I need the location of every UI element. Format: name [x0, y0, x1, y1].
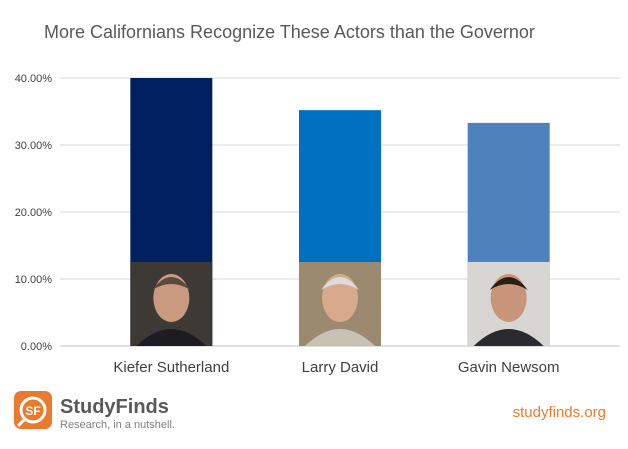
y-axis: 0.00% 10.00% 20.00% 30.00% 40.00% [15, 73, 53, 353]
x-axis: Kiefer Sutherland Larry David Gavin Newsom [113, 359, 559, 376]
portrait-photo [130, 262, 213, 346]
portrait-photo [467, 262, 550, 346]
logo-letters: SF [25, 404, 40, 418]
x-tick-label: Gavin Newsom [458, 359, 560, 376]
brand-name: StudyFinds [60, 396, 169, 418]
brand-tagline: Research, in a nutshell. [60, 419, 175, 431]
studyfinds-logo: SF StudyFinds Research, in a nutshell. [14, 391, 175, 431]
actor-photos [130, 262, 550, 346]
site-url: studyfinds.org [513, 404, 606, 421]
magnifier-icon [19, 396, 47, 424]
portrait-photo [299, 262, 381, 346]
x-tick-label: Larry David [302, 359, 379, 376]
y-tick-label: 10.00% [15, 274, 53, 286]
chart-title: More Californians Recognize These Actors… [44, 22, 535, 42]
x-tick-label: Kiefer Sutherland [113, 359, 229, 376]
y-tick-label: 30.00% [15, 140, 53, 152]
y-tick-label: 40.00% [15, 73, 53, 85]
y-tick-label: 0.00% [21, 341, 52, 353]
y-tick-label: 20.00% [15, 207, 53, 219]
